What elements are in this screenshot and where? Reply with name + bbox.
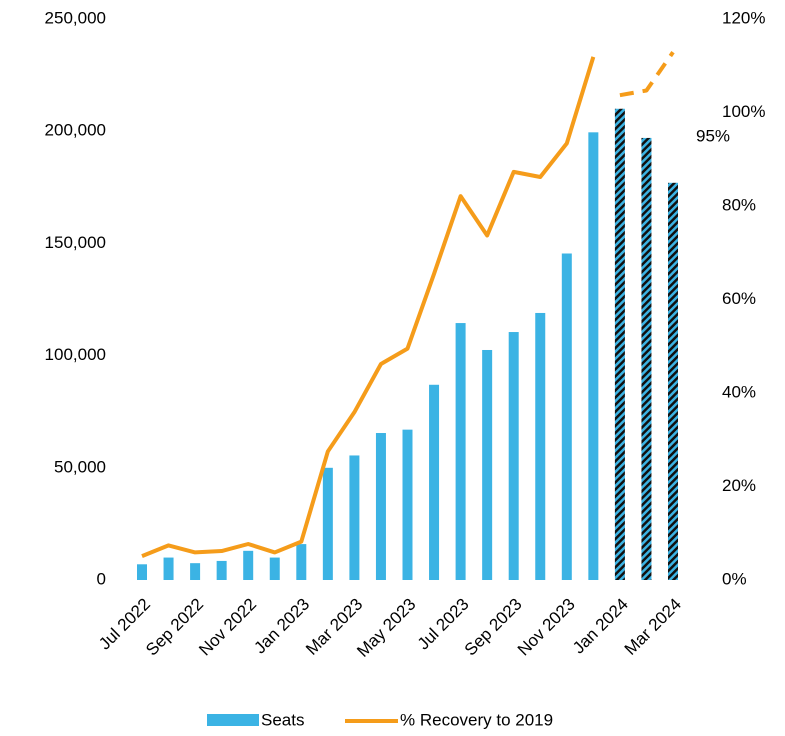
- x-tick-label: Sep 2023: [461, 595, 526, 660]
- bar: [137, 564, 147, 580]
- y-tick-label: 200,000: [45, 121, 106, 140]
- y-tick-label: 250,000: [45, 8, 106, 27]
- y-tick-label: 0: [97, 569, 106, 588]
- bar: [190, 563, 201, 580]
- x-tick-label: May 2023: [353, 595, 419, 661]
- bar: [535, 312, 546, 580]
- bar: [402, 429, 413, 580]
- bar: [561, 253, 572, 581]
- x-tick-label: Nov 2022: [195, 595, 260, 660]
- line: [141, 56, 596, 559]
- forecast-line: [619, 51, 675, 98]
- y2-tick-label: 100%: [722, 102, 765, 121]
- bar: [641, 137, 652, 580]
- y2-tick-label: 80%: [722, 195, 756, 214]
- bar: [482, 349, 493, 580]
- bar: [269, 557, 280, 580]
- annotation: 95%: [696, 126, 730, 145]
- y-tick-label: 50,000: [54, 457, 106, 476]
- bar: [429, 384, 440, 580]
- y2-tick-label: 120%: [722, 8, 765, 27]
- bar: [296, 544, 307, 580]
- y2-tick-label: 20%: [722, 476, 756, 495]
- bar: [375, 433, 386, 580]
- bar: [322, 467, 333, 580]
- legend-swatch: [207, 714, 259, 726]
- legend-label: % Recovery to 2019: [400, 710, 553, 729]
- y2-tick-label: 0%: [722, 569, 747, 588]
- bar: [614, 108, 625, 580]
- x-tick-label: Sep 2022: [142, 595, 207, 660]
- legend-label: Seats: [261, 710, 304, 729]
- bar: [508, 332, 519, 580]
- bar: [588, 132, 599, 580]
- x-tick-label: Mar 2024: [621, 595, 685, 659]
- bar: [243, 550, 254, 580]
- bar: [216, 560, 227, 580]
- bar: [163, 557, 174, 580]
- bar: [455, 323, 466, 580]
- y-tick-label: 100,000: [45, 345, 106, 364]
- y2-tick-label: 60%: [722, 289, 756, 308]
- y2-tick-label: 40%: [722, 382, 756, 401]
- y-tick-label: 150,000: [45, 233, 106, 252]
- x-tick-label: Nov 2023: [514, 595, 579, 660]
- bar: [668, 182, 678, 580]
- bar: [349, 455, 360, 580]
